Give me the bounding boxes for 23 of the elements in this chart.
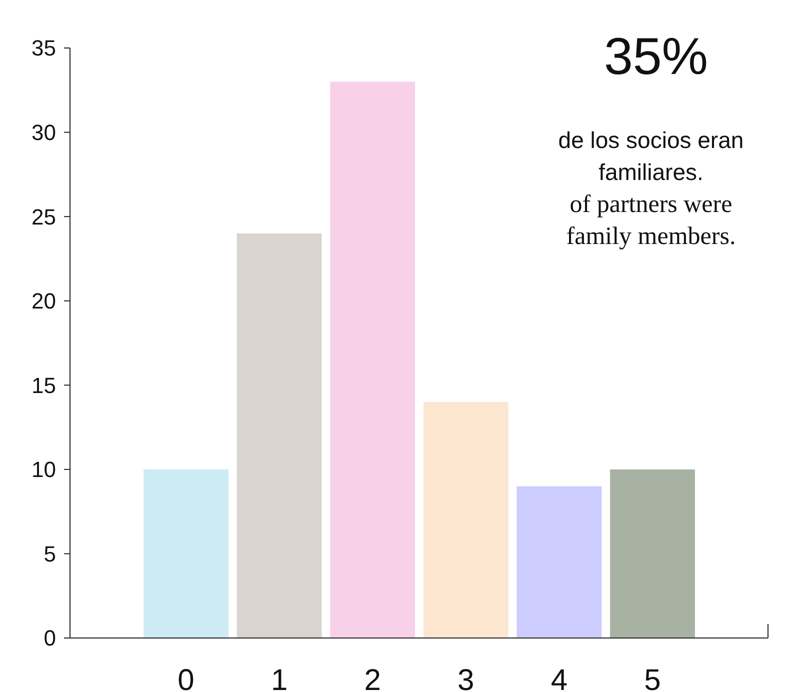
chart-title: 35% — [604, 28, 708, 86]
bar — [330, 82, 416, 638]
x-tick-label: 5 — [644, 664, 661, 692]
bar — [144, 469, 228, 638]
annotation: de los socios eran familiares. — [558, 127, 744, 185]
annotation: of partners were family members. — [566, 191, 736, 250]
y-tick-label: 0 — [44, 626, 56, 651]
y-tick-label: 5 — [44, 541, 56, 566]
x-tick-label: 2 — [364, 664, 381, 692]
y-tick-label: 25 — [32, 204, 56, 230]
bar — [236, 233, 322, 638]
x-tick-label: 3 — [458, 664, 474, 692]
bar — [423, 402, 508, 638]
y-tick-label: 30 — [32, 120, 56, 145]
y-tick-label: 20 — [32, 288, 56, 314]
y-tick-label: 15 — [32, 372, 56, 398]
y-tick-label: 10 — [32, 457, 56, 482]
x-tick-label: 4 — [550, 664, 568, 692]
y-tick-label: 35 — [32, 36, 56, 61]
x-tick-label: 0 — [178, 664, 194, 692]
x-tick-label: 1 — [270, 664, 288, 692]
bar — [516, 486, 602, 638]
bar — [610, 469, 695, 638]
